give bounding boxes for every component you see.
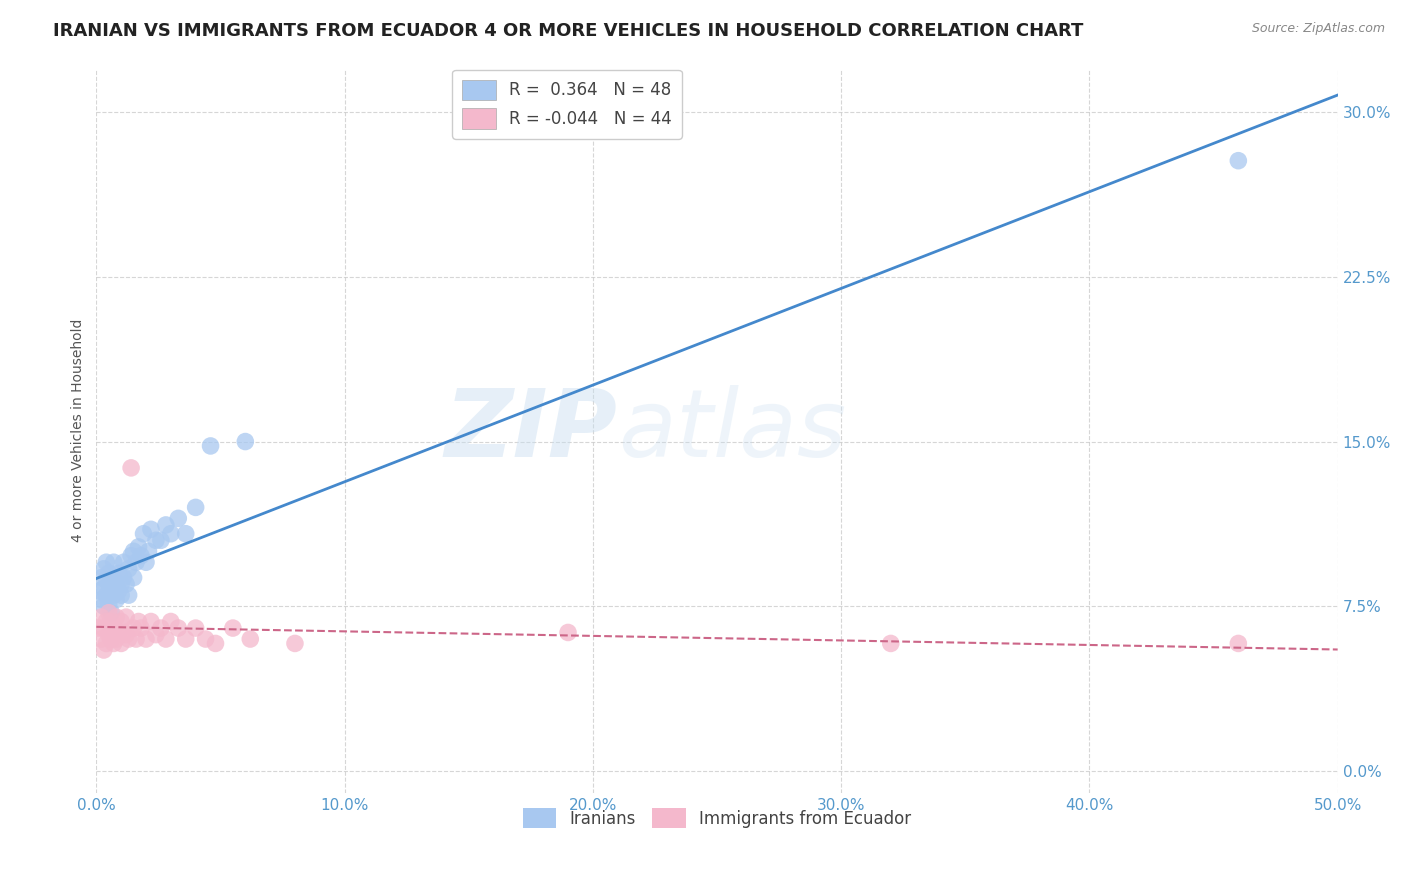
Point bbox=[97, 566, 120, 581]
Point bbox=[204, 636, 226, 650]
Point bbox=[103, 555, 125, 569]
Point bbox=[103, 588, 125, 602]
Point bbox=[100, 606, 122, 620]
Point bbox=[139, 615, 162, 629]
Point bbox=[110, 577, 132, 591]
Point bbox=[184, 621, 207, 635]
Point bbox=[96, 588, 118, 602]
Point bbox=[87, 583, 110, 598]
Point bbox=[105, 577, 128, 591]
Point bbox=[117, 588, 139, 602]
Point bbox=[90, 592, 112, 607]
Point bbox=[1227, 636, 1250, 650]
Point bbox=[100, 632, 122, 646]
Point bbox=[107, 583, 129, 598]
Point bbox=[100, 583, 122, 598]
Point bbox=[145, 533, 167, 548]
Point bbox=[135, 555, 157, 569]
Point bbox=[97, 628, 120, 642]
Point bbox=[97, 606, 120, 620]
Point bbox=[110, 615, 132, 629]
Point bbox=[96, 555, 118, 569]
Point bbox=[880, 636, 903, 650]
Text: Source: ZipAtlas.com: Source: ZipAtlas.com bbox=[1251, 22, 1385, 36]
Point bbox=[125, 555, 148, 569]
Point bbox=[93, 643, 115, 657]
Point bbox=[122, 571, 145, 585]
Point bbox=[128, 540, 150, 554]
Point bbox=[117, 562, 139, 576]
Point bbox=[93, 599, 115, 614]
Point bbox=[155, 632, 177, 646]
Point bbox=[120, 461, 142, 475]
Text: ZIP: ZIP bbox=[444, 384, 617, 476]
Point bbox=[87, 621, 110, 635]
Point bbox=[97, 597, 120, 611]
Point bbox=[96, 615, 118, 629]
Text: IRANIAN VS IMMIGRANTS FROM ECUADOR 4 OR MORE VEHICLES IN HOUSEHOLD CORRELATION C: IRANIAN VS IMMIGRANTS FROM ECUADOR 4 OR … bbox=[53, 22, 1084, 40]
Point bbox=[110, 636, 132, 650]
Point bbox=[112, 625, 135, 640]
Point bbox=[90, 571, 112, 585]
Text: atlas: atlas bbox=[617, 385, 846, 476]
Point bbox=[122, 621, 145, 635]
Point bbox=[128, 615, 150, 629]
Point bbox=[93, 621, 115, 635]
Point bbox=[200, 439, 222, 453]
Point bbox=[90, 610, 112, 624]
Point bbox=[155, 518, 177, 533]
Point bbox=[96, 573, 118, 587]
Point bbox=[1227, 153, 1250, 168]
Point bbox=[115, 577, 138, 591]
Point bbox=[120, 549, 142, 563]
Point bbox=[145, 628, 167, 642]
Point bbox=[103, 571, 125, 585]
Point bbox=[112, 555, 135, 569]
Point bbox=[96, 636, 118, 650]
Point bbox=[90, 632, 112, 646]
Point bbox=[107, 566, 129, 581]
Point bbox=[159, 526, 181, 541]
Point bbox=[115, 610, 138, 624]
Point bbox=[194, 632, 217, 646]
Point bbox=[115, 628, 138, 642]
Point bbox=[184, 500, 207, 515]
Point bbox=[122, 544, 145, 558]
Point bbox=[107, 625, 129, 640]
Point bbox=[159, 615, 181, 629]
Point bbox=[284, 636, 307, 650]
Point bbox=[222, 621, 245, 635]
Point bbox=[135, 632, 157, 646]
Point bbox=[233, 434, 256, 449]
Point bbox=[105, 632, 128, 646]
Point bbox=[167, 511, 190, 525]
Point bbox=[174, 632, 197, 646]
Point bbox=[139, 522, 162, 536]
Point bbox=[112, 571, 135, 585]
Point bbox=[129, 549, 152, 563]
Legend: Iranians, Immigrants from Ecuador: Iranians, Immigrants from Ecuador bbox=[516, 801, 918, 835]
Point bbox=[557, 625, 579, 640]
Point bbox=[105, 592, 128, 607]
Point bbox=[125, 632, 148, 646]
Point bbox=[93, 582, 115, 596]
Point bbox=[103, 636, 125, 650]
Point bbox=[138, 544, 160, 558]
Point bbox=[129, 621, 152, 635]
Point bbox=[167, 621, 190, 635]
Point bbox=[149, 533, 172, 548]
Point bbox=[100, 615, 122, 629]
Y-axis label: 4 or more Vehicles in Household: 4 or more Vehicles in Household bbox=[72, 319, 86, 542]
Point bbox=[97, 577, 120, 591]
Point bbox=[110, 588, 132, 602]
Point bbox=[105, 610, 128, 624]
Point bbox=[117, 632, 139, 646]
Point bbox=[103, 621, 125, 635]
Point bbox=[93, 562, 115, 576]
Point bbox=[132, 526, 155, 541]
Point bbox=[149, 621, 172, 635]
Point bbox=[239, 632, 262, 646]
Point bbox=[174, 526, 197, 541]
